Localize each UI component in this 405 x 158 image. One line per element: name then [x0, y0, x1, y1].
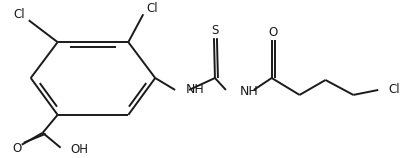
Text: NH: NH: [239, 85, 258, 98]
Text: S: S: [211, 24, 218, 37]
Text: O: O: [267, 26, 277, 39]
Text: Cl: Cl: [13, 8, 25, 21]
Text: OH: OH: [70, 143, 88, 156]
Text: Cl: Cl: [387, 83, 399, 96]
Text: NH: NH: [185, 83, 204, 96]
Text: Cl: Cl: [146, 2, 158, 15]
Text: O: O: [12, 142, 21, 155]
